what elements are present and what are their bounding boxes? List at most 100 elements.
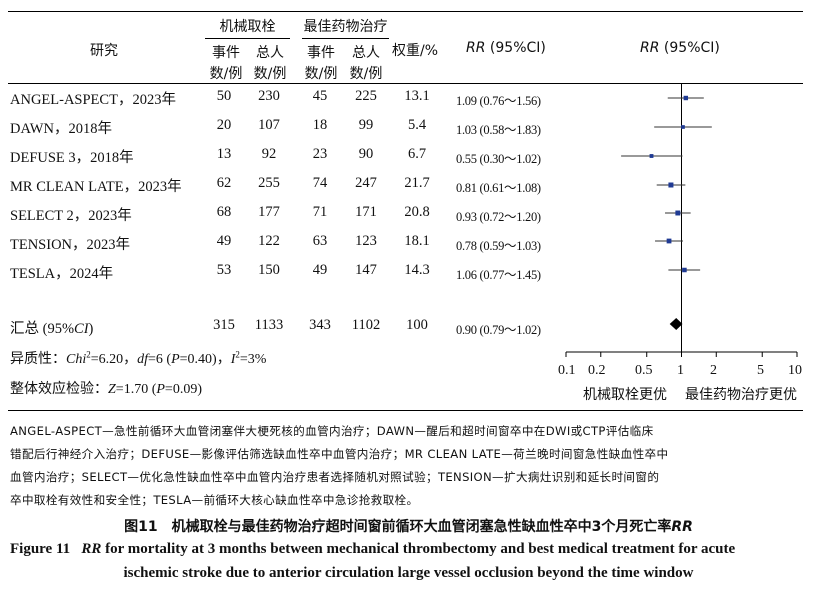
study-name: DEFUSE 3，2018年: [10, 150, 134, 166]
point-estimate-marker: [681, 125, 685, 129]
header-g1-total: 总人: [256, 45, 284, 61]
header-weight: 权重/%: [392, 43, 439, 59]
header-ci-text: (95%CI): [489, 40, 546, 56]
weight: 18.1: [404, 233, 430, 249]
header-group1: 机械取栓: [219, 19, 276, 35]
header-g1-events-unit: 数/例: [209, 66, 243, 82]
summary-g1-total: 1133: [254, 317, 284, 333]
summary-g2-events: 343: [309, 317, 331, 333]
g1-total: 177: [258, 204, 280, 220]
rr-ci: 0.93 (0.72～1.20): [456, 210, 541, 224]
g2-total: 171: [355, 204, 377, 220]
point-estimate-marker: [675, 210, 681, 216]
study-name: DAWN，2018年: [10, 121, 112, 137]
header-g2-events-unit: 数/例: [304, 66, 338, 82]
note-line: ANGEL-ASPECT—急性前循环大血管闭塞伴大梗死核的血管内治疗；DAWN—…: [10, 424, 654, 438]
rr-ci: 1.03 (0.58～1.83): [456, 123, 541, 137]
figure-caption-en-line1: Figure 11 RR for mortality at 3 months b…: [10, 541, 736, 557]
group2-underline: [302, 38, 389, 39]
rr-ci: 1.09 (0.76～1.56): [456, 94, 541, 108]
point-estimate-marker: [683, 95, 689, 101]
g1-total: 230: [258, 88, 280, 104]
summary-rr-ci: 0.90 (0.79～1.02): [456, 323, 541, 337]
g2-events: 18: [312, 117, 328, 133]
point-estimate-marker: [668, 182, 674, 188]
study-name: MR CLEAN LATE，2023年: [10, 179, 182, 195]
g1-events: 20: [216, 117, 232, 133]
axis-tick-2: 2: [710, 363, 717, 378]
top-rule: [8, 11, 803, 13]
axis-tick-1: 1: [677, 363, 684, 378]
g2-events: 74: [312, 175, 328, 191]
g2-total: 90: [358, 146, 374, 162]
header-study: 研究: [90, 43, 118, 59]
header-g1-events: 事件: [212, 45, 240, 61]
study-name: TENSION，2023年: [10, 237, 131, 253]
g1-events: 49: [216, 233, 232, 249]
rr-ci: 1.06 (0.77～1.45): [456, 268, 541, 282]
note-line: 卒中取栓有效性和安全性；TESLA—前循环大核心缺血性卒中急诊抢救取栓。: [10, 493, 419, 507]
header-rr-symbol: RR: [466, 40, 486, 56]
header-rr-ci: RR (95%CI): [466, 40, 546, 56]
g1-total: 92: [261, 146, 277, 162]
g1-total: 122: [258, 233, 280, 249]
figure-caption-cn: 图11 机械取栓与最佳药物治疗超时间窗前循环大血管闭塞急性缺血性卒中3个月死亡率…: [124, 519, 693, 535]
pooled-diamond: [669, 318, 683, 330]
weight: 20.8: [404, 204, 430, 220]
axis-tick-0.2: 0.2: [588, 363, 606, 378]
header-group2: 最佳药物治疗: [303, 19, 388, 35]
note-line: 错配后行神经介入治疗；DEFUSE—影像评估筛选缺血性卒中血管内治疗；MR CL…: [10, 447, 669, 461]
figure-caption-en-line2: ischemic stroke due to anterior circulat…: [123, 565, 694, 581]
group1-underline: [205, 38, 290, 39]
summary-g1-events: 315: [213, 317, 235, 333]
axis-left-label: 机械取栓更优: [583, 387, 667, 403]
g2-events: 63: [312, 233, 328, 249]
point-estimate-marker: [649, 154, 654, 158]
heterogeneity-line: 异质性：Chi2=6.20，df=6 (P=0.40)，I2=3%: [10, 349, 267, 367]
g1-total: 150: [258, 262, 280, 278]
g2-events: 23: [312, 146, 328, 162]
g2-events: 71: [312, 204, 328, 220]
g2-events: 49: [312, 262, 328, 278]
header-rule: [8, 83, 803, 84]
summary-label: 汇总 (95%CI): [10, 321, 94, 337]
point-estimate-marker: [682, 267, 687, 273]
header-g2-total-unit: 数/例: [349, 66, 383, 82]
study-name: ANGEL-ASPECT，2023年: [10, 92, 176, 108]
g2-total: 99: [358, 117, 374, 133]
g2-total: 225: [355, 88, 377, 104]
header-g2-events: 事件: [307, 45, 335, 61]
summary-g2-total: 1102: [351, 317, 381, 333]
weight: 5.4: [407, 117, 427, 133]
rr-ci: 0.81 (0.61～1.08): [456, 181, 541, 195]
summary-weight: 100: [406, 317, 428, 333]
g1-total: 255: [258, 175, 280, 191]
note-line: 血管内治疗；SELECT—优化急性缺血性卒中血管内治疗患者选择随机对照试验；TE…: [10, 470, 660, 484]
abbreviation-notes: ANGEL-ASPECT—急性前循环大血管闭塞伴大梗死核的血管内治疗；DAWN—…: [10, 420, 668, 512]
rr-ci: 0.55 (0.30～1.02): [456, 152, 541, 166]
rr-ci: 0.78 (0.59～1.03): [456, 239, 541, 253]
weight: 21.7: [404, 175, 430, 191]
axis-tick-0.5: 0.5: [635, 363, 653, 378]
weight: 14.3: [404, 262, 430, 278]
g1-events: 53: [216, 262, 232, 278]
header-g2-total: 总人: [352, 45, 380, 61]
g1-total: 107: [258, 117, 280, 133]
weight: 6.7: [407, 146, 427, 162]
study-name: TESLA，2024年: [10, 266, 114, 282]
header-plot-ci-text: (95%CI): [663, 40, 720, 56]
weight: 13.1: [404, 88, 430, 104]
header-plot-rr: RR (95%CI): [640, 40, 720, 56]
g2-events: 45: [312, 88, 328, 104]
axis-tick-5: 5: [757, 363, 764, 378]
point-estimate-marker: [666, 238, 672, 244]
axis-right-label: 最佳药物治疗更优: [685, 387, 797, 403]
effect-test-line: 整体效应检验：Z=1.70 (P=0.09): [10, 382, 202, 397]
g2-total: 247: [355, 175, 377, 191]
g2-total: 147: [355, 262, 377, 278]
g1-events: 62: [216, 175, 232, 191]
g2-total: 123: [355, 233, 377, 249]
header-g1-total-unit: 数/例: [253, 66, 287, 82]
bottom-rule: [8, 410, 803, 412]
